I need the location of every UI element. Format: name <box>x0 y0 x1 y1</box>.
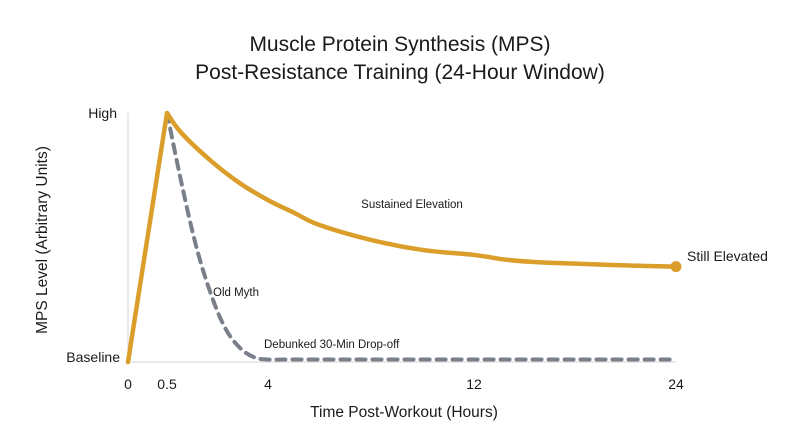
x-tick-12: 12 <box>466 376 482 392</box>
myth-series-line <box>165 111 678 362</box>
x-axis-label: Time Post-Workout (Hours) <box>310 404 498 421</box>
annotation-sustained-elevation: Sustained Elevation <box>361 199 463 211</box>
still-elevated-endpoint <box>670 261 682 273</box>
x-tick-0-5: 0.5 <box>157 376 177 392</box>
y-tick-high: High <box>88 105 117 121</box>
x-tick-24: 24 <box>668 376 684 392</box>
y-tick-baseline: Baseline <box>66 349 120 365</box>
annotation-old-myth: Old Myth <box>213 287 259 299</box>
sustained-series-line <box>125 110 679 365</box>
x-tick-4: 4 <box>264 376 272 392</box>
annotation-still-elevated: Still Elevated <box>687 248 768 264</box>
annotation-debunked-dropoff: Debunked 30-Min Drop-off <box>264 339 400 351</box>
x-tick-0: 0 <box>124 376 132 392</box>
chart-title: Muscle Protein Synthesis (MPS) <box>249 33 551 56</box>
chart-subtitle: Post-Resistance Training (24-Hour Window… <box>195 61 605 84</box>
y-axis-label: MPS Level (Arbitrary Units) <box>34 146 51 334</box>
